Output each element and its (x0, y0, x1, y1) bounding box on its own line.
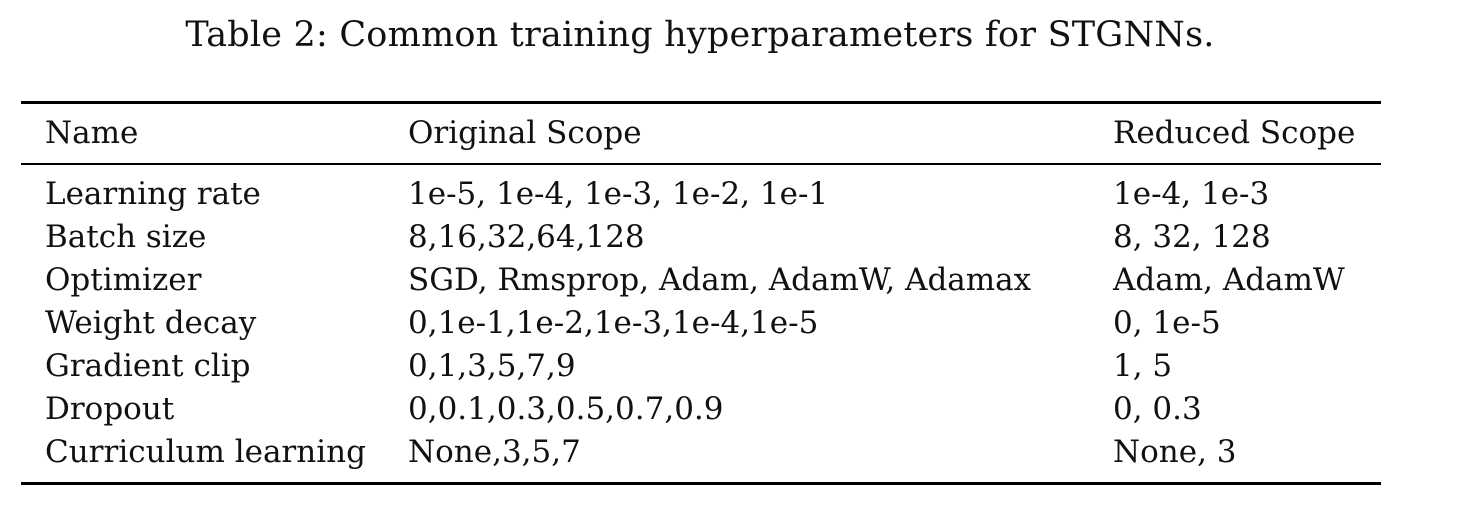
reduced-scope-value: None, 3 (1113, 434, 1237, 470)
table-row: Curriculum learning None,3,5,7 None, 3 (21, 431, 1381, 474)
param-name: Optimizer (45, 262, 202, 298)
original-scope-value: None,3,5,7 (408, 434, 581, 470)
original-scope-value: 0,0.1,0.3,0.5,0.7,0.9 (408, 391, 724, 427)
param-name: Dropout (45, 391, 175, 427)
original-scope-value: 0,1e-1,1e-2,1e-3,1e-4,1e-5 (408, 305, 819, 341)
header-name: Name (45, 115, 139, 151)
table-header-row: Name Original Scope Reduced Scope (21, 104, 1381, 163)
original-scope-value: 0,1,3,5,7,9 (408, 348, 576, 384)
original-scope-value: SGD, Rmsprop, Adam, AdamW, Adamax (408, 262, 1032, 298)
reduced-scope-value: 1, 5 (1113, 348, 1173, 384)
header-rule (21, 163, 1381, 165)
table-row: Batch size 8,16,32,64,128 8, 32, 128 (21, 216, 1381, 259)
original-scope-value: 1e-5, 1e-4, 1e-3, 1e-2, 1e-1 (408, 176, 829, 212)
param-name: Curriculum learning (45, 434, 366, 470)
reduced-scope-value: 0, 0.3 (1113, 391, 1202, 427)
reduced-scope-value: 0, 1e-5 (1113, 305, 1221, 341)
param-name: Weight decay (45, 305, 257, 341)
table-row: Optimizer SGD, Rmsprop, Adam, AdamW, Ada… (21, 259, 1381, 302)
param-name: Batch size (45, 219, 207, 255)
table-row: Dropout 0,0.1,0.3,0.5,0.7,0.9 0, 0.3 (21, 388, 1381, 431)
reduced-scope-value: Adam, AdamW (1113, 262, 1345, 298)
table-caption: Table 2: Common training hyperparameters… (185, 15, 1215, 55)
param-name: Gradient clip (45, 348, 251, 384)
top-rule (21, 101, 1381, 104)
original-scope-value: 8,16,32,64,128 (408, 219, 645, 255)
table-row: Gradient clip 0,1,3,5,7,9 1, 5 (21, 345, 1381, 388)
reduced-scope-value: 1e-4, 1e-3 (1113, 176, 1270, 212)
header-reduced-scope: Reduced Scope (1113, 115, 1356, 151)
table-row: Learning rate 1e-5, 1e-4, 1e-3, 1e-2, 1e… (21, 173, 1381, 216)
hyperparameter-table: Name Original Scope Reduced Scope Learni… (21, 101, 1381, 485)
table-row: Weight decay 0,1e-1,1e-2,1e-3,1e-4,1e-5 … (21, 302, 1381, 345)
header-original-scope: Original Scope (408, 115, 642, 151)
reduced-scope-value: 8, 32, 128 (1113, 219, 1271, 255)
param-name: Learning rate (45, 176, 261, 212)
bottom-rule (21, 482, 1381, 485)
